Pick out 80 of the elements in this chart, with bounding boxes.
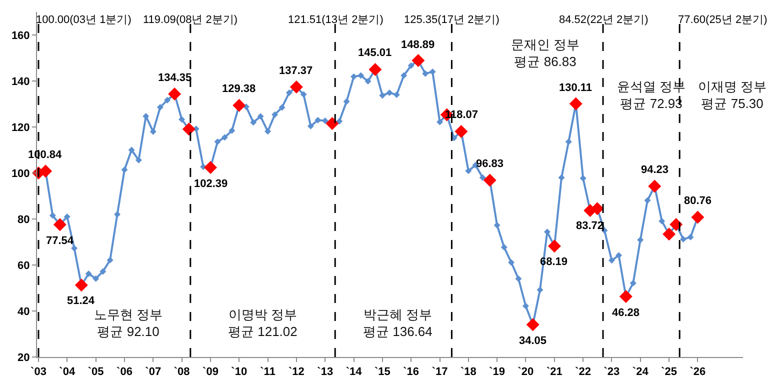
y-tick-label: 160 — [11, 30, 30, 42]
data-label: 145.01 — [358, 47, 392, 59]
y-tick-label: 120 — [11, 122, 30, 134]
y-tick-label: 40 — [18, 306, 30, 318]
x-tick-label: `05 — [88, 366, 104, 378]
ref-line-label: 84.52(22년 2분기) — [559, 14, 648, 26]
ref-line-label: 121.51(13년 2분기) — [288, 14, 384, 26]
ref-line-label: 125.35(17년 2분기) — [404, 14, 500, 26]
x-tick-label: `13 — [317, 366, 334, 378]
x-tick-label: `25 — [661, 366, 678, 378]
x-tick-label: `06 — [116, 366, 132, 378]
x-tick-label: `19 — [489, 366, 506, 378]
point — [670, 218, 683, 232]
x-tick-label: `20 — [518, 366, 534, 378]
point — [39, 164, 52, 178]
point — [454, 124, 468, 138]
data-label: 148.89 — [401, 39, 435, 51]
point — [326, 117, 339, 130]
x-tick-label: `07 — [145, 366, 162, 378]
x-tick-label: `26 — [690, 366, 706, 378]
x-tick-label: `16 — [403, 366, 420, 378]
y-tick-label: 20 — [18, 352, 30, 364]
data-label: 83.72 — [576, 220, 604, 232]
data-label: 51.24 — [67, 295, 96, 307]
data-label: 94.23 — [641, 164, 669, 176]
data-label: 46.28 — [612, 307, 640, 319]
point — [204, 161, 217, 174]
x-tick-label: `09 — [202, 366, 218, 378]
point — [53, 218, 66, 232]
x-tick-label: `12 — [288, 366, 304, 378]
point — [290, 80, 303, 94]
annotation: 박근혜 정부 평균 136.64 — [363, 307, 432, 339]
x-tick-label: `18 — [460, 366, 476, 378]
annotation: 이재명 정부 평균 75.30 — [698, 79, 767, 111]
point — [368, 62, 382, 76]
y-tick-label: 100 — [11, 168, 30, 180]
point — [619, 290, 632, 304]
point — [548, 240, 561, 253]
data-label: 134.35 — [158, 72, 192, 84]
point — [590, 202, 604, 216]
x-tick-label: `17 — [432, 366, 448, 378]
x-tick-label: `10 — [231, 366, 248, 378]
point — [691, 210, 704, 224]
ref-line-label: 100.00(03년 1분기) — [36, 14, 132, 26]
y-tick-label: 140 — [11, 76, 30, 88]
point — [412, 54, 425, 68]
x-tick-label: `03 — [30, 366, 46, 378]
data-label: 80.76 — [684, 195, 712, 207]
x-tick-label: `14 — [346, 366, 363, 378]
x-tick-label: `21 — [546, 366, 562, 378]
data-label: 137.37 — [279, 65, 313, 77]
data-label: 129.38 — [222, 83, 256, 95]
point — [182, 122, 196, 136]
x-tick-label: `22 — [575, 366, 592, 378]
annotation: 이명박 정부 평균 121.02 — [228, 307, 298, 339]
point — [168, 88, 182, 100]
x-tick-label: `08 — [174, 366, 190, 378]
x-tick-label: `23 — [604, 366, 620, 378]
point — [74, 278, 88, 292]
point — [648, 180, 662, 193]
x-tick-label: `04 — [59, 366, 76, 378]
data-label: 130.11 — [559, 82, 592, 94]
point — [662, 228, 676, 241]
annotation: 노무현 정부 평균 92.10 — [94, 307, 163, 339]
data-label: 102.39 — [194, 178, 228, 190]
ref-line-label: 77.60(25년 2분기) — [678, 14, 768, 26]
data-label: 96.83 — [476, 158, 504, 170]
data-label: 34.05 — [519, 335, 547, 347]
y-tick-label: 80 — [18, 214, 30, 226]
x-tick-label: `24 — [632, 366, 650, 378]
point — [526, 318, 540, 332]
point — [569, 97, 582, 110]
y-tick-label: 60 — [18, 260, 30, 272]
point — [232, 98, 246, 112]
x-tick-label: `15 — [374, 366, 390, 378]
point — [483, 174, 496, 187]
annotation: 윤석열 정부 평균 72.93 — [617, 79, 686, 111]
annotation: 문재인 정부 평균 86.83 — [511, 37, 580, 69]
ref-line-label: 119.09(08년 2분기) — [143, 14, 238, 26]
x-tick-label: `11 — [260, 366, 276, 378]
